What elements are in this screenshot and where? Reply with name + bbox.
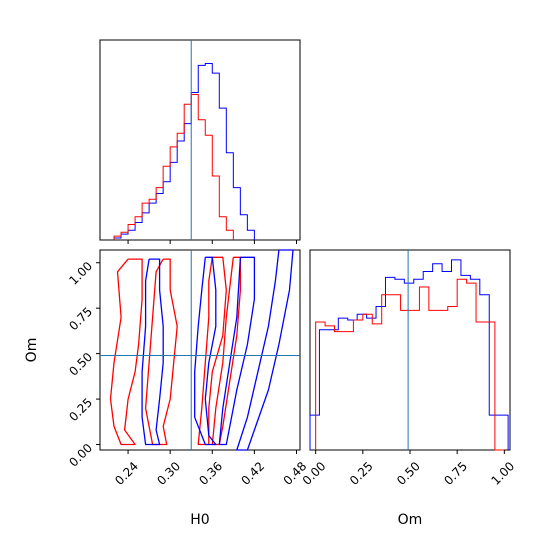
hist-om-series-blue <box>309 259 509 450</box>
contour-blue-0 <box>141 258 164 446</box>
contour-frame <box>99 249 301 451</box>
contour-xtick-label-0: 0.24 <box>112 459 141 488</box>
contour-xtick-label-3: 0.42 <box>239 459 268 488</box>
contour-ytick-label-4: 1.00 <box>66 259 95 288</box>
hist-om-ticks: 0.00 0.25 0.50 0.75 1.00 <box>300 450 517 488</box>
hist-om-xtick-label-2: 0.50 <box>394 459 423 488</box>
contour-ytick-label-3: 0.75 <box>66 304 95 333</box>
y-axis-label-om: Om <box>24 338 40 363</box>
contour-xtick-label-2: 0.36 <box>196 459 225 488</box>
x-axis-label-h0: H0 <box>190 512 209 528</box>
contour-ytick-label-1: 0.25 <box>66 395 95 424</box>
contour-blue-3 <box>236 249 294 451</box>
hist-om-xtick-label-4: 1.00 <box>488 459 517 488</box>
contour-blue-1 <box>194 256 217 446</box>
hist-h0-frame <box>99 39 301 241</box>
hist-om-xtick-label-0: 0.00 <box>300 459 329 488</box>
hist-om-series-red <box>315 278 505 451</box>
hist-om-panel: 0.00 0.25 0.50 0.75 1.00 Om <box>300 249 517 528</box>
contour-xtick-label-1: 0.30 <box>154 459 183 488</box>
hist-h0-series <box>113 62 255 240</box>
x-axis-label-om: Om <box>398 512 423 528</box>
hist-h0-panel <box>99 39 301 244</box>
contour-panel: 0.24 0.30 0.36 0.42 0.480.000.250.500.751.00… <box>24 249 309 528</box>
hist-om-series <box>309 259 509 451</box>
contour-ytick-label-2: 0.50 <box>66 350 95 379</box>
hist-h0-series-red <box>113 94 234 240</box>
contour-red-1 <box>144 258 178 446</box>
contour-ytick-label-0: 0.00 <box>66 441 95 470</box>
hist-h0-ticks <box>127 240 297 244</box>
hist-om-xtick-label-3: 0.75 <box>441 459 470 488</box>
contour-red-0 <box>109 258 143 446</box>
hist-om-xtick-label-1: 0.25 <box>347 459 376 488</box>
